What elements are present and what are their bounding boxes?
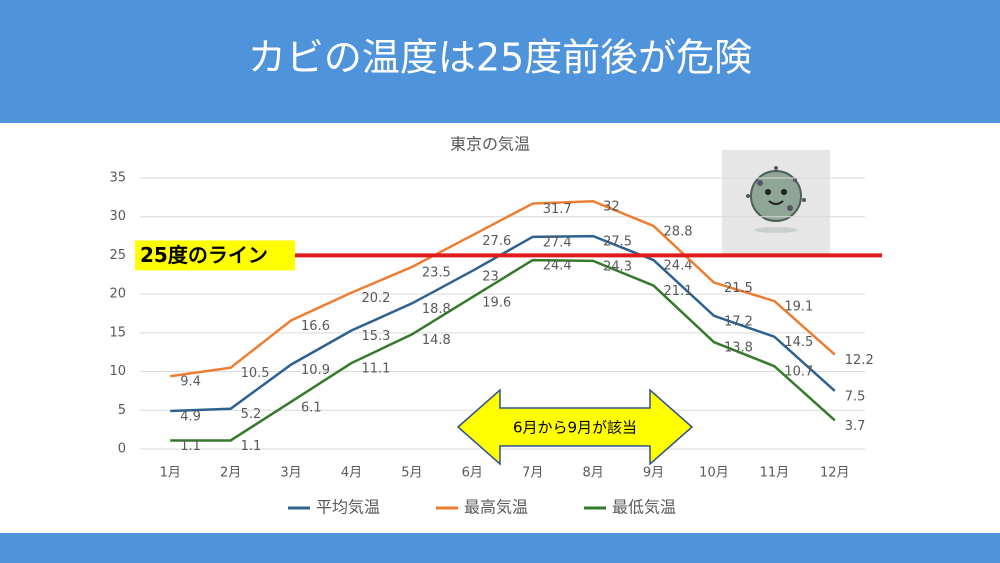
data-label: 23.5 xyxy=(422,266,451,281)
x-tick-label: 5月 xyxy=(401,466,422,481)
x-tick-label: 1月 xyxy=(160,466,181,481)
data-label: 6.1 xyxy=(301,400,322,415)
x-tick-label: 4月 xyxy=(341,466,362,481)
threshold-label-box xyxy=(135,240,295,271)
x-tick-label: 6月 xyxy=(462,466,483,481)
series-line xyxy=(170,258,836,442)
x-tick-label: 9月 xyxy=(643,466,664,481)
chart-title: 東京の気温 xyxy=(450,135,530,154)
series-line xyxy=(170,199,836,378)
data-label: 18.8 xyxy=(422,302,451,317)
x-tick-label: 12月 xyxy=(820,466,850,481)
data-label: 24.4 xyxy=(543,259,572,274)
y-tick-label: 30 xyxy=(109,209,126,224)
data-label: 14.5 xyxy=(784,335,813,350)
legend-label: 平均気温 xyxy=(316,498,380,517)
x-tick-label: 3月 xyxy=(280,466,301,481)
data-label: 28.8 xyxy=(664,225,693,240)
data-label: 7.5 xyxy=(845,389,866,404)
data-label: 14.8 xyxy=(422,333,451,348)
data-label: 32 xyxy=(603,200,620,215)
x-tick-label: 2月 xyxy=(220,466,241,481)
y-tick-label: 0 xyxy=(118,442,126,457)
data-label: 10.7 xyxy=(784,365,813,380)
data-label: 5.2 xyxy=(241,407,262,422)
data-label: 17.2 xyxy=(724,314,753,329)
data-label: 12.2 xyxy=(845,353,874,368)
data-label: 24.4 xyxy=(664,259,693,274)
x-tick-label: 10月 xyxy=(699,466,729,481)
y-tick-label: 5 xyxy=(118,403,126,418)
double-arrow xyxy=(456,388,694,466)
y-tick-label: 10 xyxy=(109,364,126,379)
header-band xyxy=(0,0,1000,123)
data-label: 19.6 xyxy=(482,296,511,311)
data-label: 4.9 xyxy=(180,410,201,425)
data-label: 10.9 xyxy=(301,363,330,378)
data-label: 19.1 xyxy=(784,300,813,315)
y-tick-label: 25 xyxy=(109,248,126,263)
y-tick-label: 20 xyxy=(109,287,126,302)
data-label: 15.3 xyxy=(361,329,390,344)
mold-icon xyxy=(722,150,830,255)
data-label: 21.1 xyxy=(664,284,693,299)
data-label: 31.7 xyxy=(543,202,572,217)
footer-band xyxy=(0,533,1000,563)
data-label: 1.1 xyxy=(180,439,201,454)
x-tick-label: 11月 xyxy=(760,466,790,481)
x-tick-label: 8月 xyxy=(582,466,603,481)
data-label: 10.5 xyxy=(241,366,270,381)
annotation: 6月から9月が該当 xyxy=(513,419,637,437)
data-label: 20.2 xyxy=(361,291,390,306)
data-label: 27.5 xyxy=(603,235,632,250)
x-tick-label: 7月 xyxy=(522,466,543,481)
data-label: 3.7 xyxy=(845,419,866,434)
data-label: 21.5 xyxy=(724,281,753,296)
legend-label: 最低気温 xyxy=(612,498,676,517)
slide-title: カビの温度は25度前後が危険 xyxy=(248,36,752,80)
y-tick-label: 35 xyxy=(109,171,126,186)
data-label: 9.4 xyxy=(180,375,201,390)
data-label: 27.4 xyxy=(543,235,572,250)
data-label: 16.6 xyxy=(301,319,330,334)
threshold-label: 25度のライン xyxy=(140,243,268,267)
data-label: 27.6 xyxy=(482,234,511,249)
data-label: 23 xyxy=(482,269,499,284)
data-label: 24.3 xyxy=(603,259,632,274)
data-label: 11.1 xyxy=(361,362,390,377)
data-label: 13.8 xyxy=(724,341,753,356)
legend-label: 最高気温 xyxy=(464,498,528,517)
y-tick-label: 15 xyxy=(109,325,126,340)
data-label: 1.1 xyxy=(241,439,262,454)
